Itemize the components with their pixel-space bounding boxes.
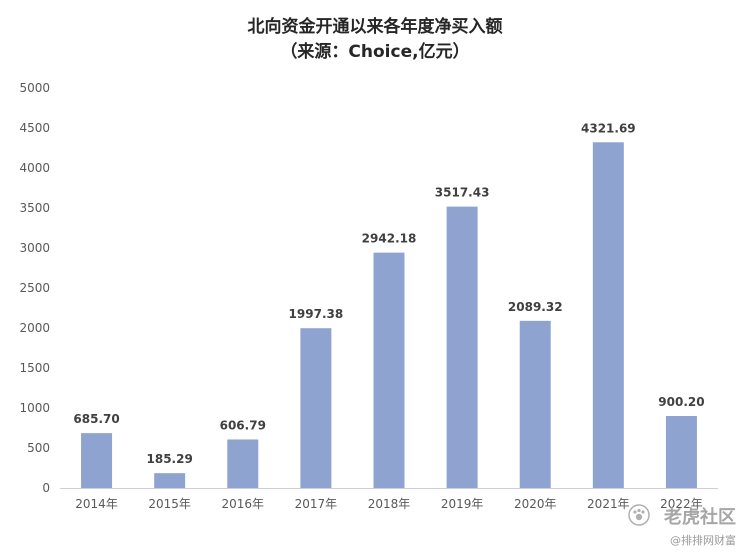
bar xyxy=(154,473,186,488)
y-tick-label: 3000 xyxy=(19,241,50,255)
chart-subtitle: （来源：Choice,亿元） xyxy=(280,42,470,62)
chart-title: 北向资金开通以来各年度净买入额 xyxy=(247,17,503,37)
data-label: 3517.43 xyxy=(435,186,490,200)
data-label: 4321.69 xyxy=(581,121,636,135)
bar xyxy=(665,415,697,488)
bar xyxy=(446,206,478,489)
watermark-brand: 老虎社区 xyxy=(664,507,736,528)
y-tick-label: 0 xyxy=(42,481,50,495)
data-label: 1997.38 xyxy=(289,307,344,321)
x-tick-label: 2020年 xyxy=(514,497,557,511)
y-tick-label: 4000 xyxy=(19,161,50,175)
bar xyxy=(592,142,624,488)
x-tick-label: 2016年 xyxy=(222,497,265,511)
bar xyxy=(227,439,259,488)
bar xyxy=(300,328,332,488)
x-tick-label: 2017年 xyxy=(295,497,338,511)
x-tick-label: 2019年 xyxy=(441,497,484,511)
x-tick-label: 2022年 xyxy=(660,497,703,511)
data-label: 685.70 xyxy=(73,412,119,426)
y-tick-label: 2000 xyxy=(19,321,50,335)
x-tick-label: 2015年 xyxy=(148,497,191,511)
y-tick-label: 2500 xyxy=(19,281,50,295)
data-label: 2942.18 xyxy=(362,232,417,246)
bar xyxy=(519,320,551,488)
data-label: 2089.32 xyxy=(508,300,563,314)
y-tick-label: 1500 xyxy=(19,361,50,375)
y-tick-label: 500 xyxy=(27,441,50,455)
data-label: 900.20 xyxy=(658,395,704,409)
x-tick-label: 2018年 xyxy=(368,497,411,511)
tiger-paw-icon xyxy=(628,504,650,526)
y-tick-label: 4500 xyxy=(19,121,50,135)
y-tick-label: 1000 xyxy=(19,401,50,415)
data-label: 185.29 xyxy=(147,452,193,466)
y-tick-label: 5000 xyxy=(19,81,50,95)
x-tick-label: 2014年 xyxy=(75,497,118,511)
x-tick-label: 2021年 xyxy=(587,497,630,511)
data-label: 606.79 xyxy=(220,418,266,432)
bar xyxy=(81,433,113,488)
watermark-handle: @排排网财富 xyxy=(670,534,736,547)
bar xyxy=(373,252,405,488)
y-tick-label: 3500 xyxy=(19,201,50,215)
